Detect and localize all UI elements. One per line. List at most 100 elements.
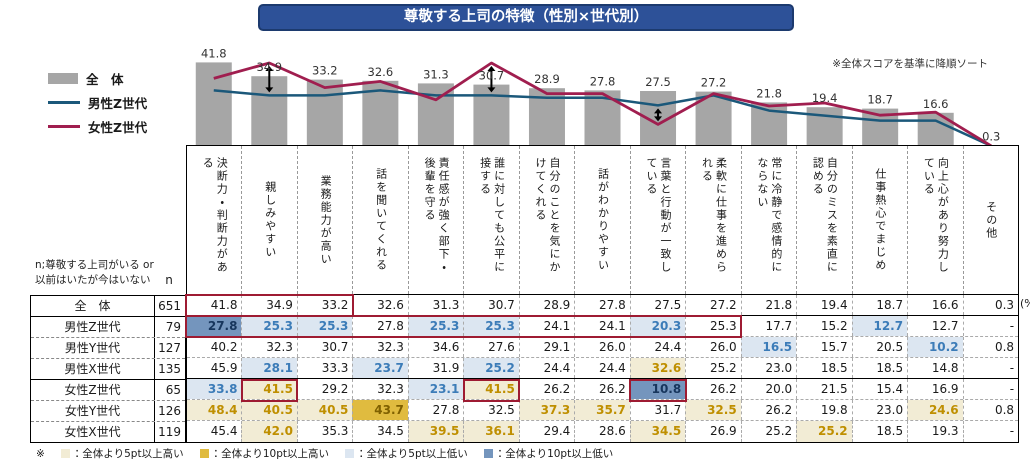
bar-value-label: 30.7 <box>479 69 505 83</box>
cell: 32.3 <box>241 337 296 358</box>
cell: 42.0 <box>241 421 297 443</box>
female-z-line <box>213 61 992 146</box>
cell: 0.8 <box>962 337 1018 358</box>
row-label-row: 全 体 651 <box>31 296 185 318</box>
male-z-line <box>213 89 992 146</box>
cell: 41.8 <box>210 298 238 312</box>
column-header-label: 自分のことを気にかけてくれる <box>534 157 562 274</box>
cell: 18.7 <box>851 295 907 316</box>
cell: 27.8 <box>352 316 407 337</box>
cell: 17.7 <box>740 316 796 337</box>
cell: 19.8 <box>796 400 851 421</box>
table-data-grid: 41.8 34.9 33.2 32.6 31.3 30.7 28.9 27.8 27.5 27.2… <box>186 295 1019 443</box>
cell: 25.3 <box>296 316 353 337</box>
low10-label: ：全体より10pt以上低い <box>494 448 614 460</box>
table-row: 27.8 25.3 25.3 27.8 25.3 25.3 24.1 24.1 20.3 25.3… <box>187 316 1018 338</box>
highlight-legend: ※ ：全体より5pt以上高い ：全体より10pt以上高い ：全体より5pt以上低… <box>36 446 613 461</box>
cell: 19.3 <box>907 421 962 443</box>
bar-value-label: 27.8 <box>590 74 616 88</box>
table-row: 45.9 28.1 33.3 23.7 31.9 25.2 24.4 24.4 32.6 25.2… <box>187 358 1018 380</box>
legend-label-male-z: 男性Z世代 <box>88 95 148 111</box>
cell: 29.2 <box>296 379 352 400</box>
cell: 34.9 <box>241 295 296 316</box>
sample-definition-line1: n;尊敬する上司がいる or <box>35 259 154 271</box>
row-label: 男性X世代 <box>31 359 155 380</box>
cell: 28.9 <box>518 295 574 316</box>
bar-value-label: 27.2 <box>701 76 727 90</box>
significance-arrow-icon <box>265 66 274 93</box>
column-header-label: 話を聞いてくれる <box>374 168 388 272</box>
bar <box>473 84 510 146</box>
cell: 43.7 <box>352 400 408 421</box>
high10-swatch-icon <box>199 449 209 458</box>
row-label-row: 男性Y世代 127 <box>31 338 185 360</box>
row-label-row: 女性Y世代 126 <box>31 401 185 423</box>
significance-arrow-icon <box>654 108 663 122</box>
cell: 26.2 <box>685 379 740 400</box>
row-label: 女性X世代 <box>31 422 155 444</box>
cell: 27.8 <box>187 316 242 337</box>
cell: 32.5 <box>463 400 518 421</box>
low5-swatch-icon <box>345 449 355 458</box>
bar-value-label: 0.3 <box>982 129 1000 143</box>
cell: 24.1 <box>518 316 574 337</box>
column-header-3: 業務能力が高い <box>296 146 352 294</box>
bar-value-label: 32.6 <box>368 65 394 79</box>
sample-definition-line2: 以前はいたが今はいない <box>35 274 151 286</box>
row-label-row: 男性X世代 135 <box>31 359 185 381</box>
bar-line-chart: 41.8 34.9 33.2 32.6 31.3 30.7 28.9 27.8 27.5 27.2… <box>195 46 1010 146</box>
column-header-11: 常に冷静で感情的にならない <box>740 146 796 294</box>
table-row-labels: 全 体 651 男性Z世代 79 男性Y世代 127 男性X世代 135 女性Z世代 65 女性Y世… <box>30 295 186 444</box>
cell: 20.3 <box>629 316 686 337</box>
highlight-legend-item-h5: ：全体より5pt以上高い <box>60 446 184 461</box>
cell: 26.2 <box>740 400 796 421</box>
bar <box>806 107 843 146</box>
cell: 34.5 <box>352 421 407 443</box>
table-row: 33.8 41.5 29.2 32.3 23.1 41.5 26.2 26.2 10.8 26.2… <box>187 379 1018 401</box>
cell: 25.2 <box>685 358 740 379</box>
cell: - <box>962 379 1018 400</box>
cell: 21.8 <box>740 295 796 316</box>
cell: 16.5 <box>740 337 797 358</box>
cell: 32.3 <box>352 379 407 400</box>
column-header-label: 業務能力が高い <box>319 174 333 266</box>
cell: 0.8 <box>962 400 1018 421</box>
cell: 31.3 <box>407 295 463 316</box>
cell: 10.8 <box>629 379 686 400</box>
cell: 39.5 <box>407 421 464 443</box>
cell: 24.1 <box>574 316 629 337</box>
column-header-15: その他 <box>962 146 1018 294</box>
column-header-label: その他 <box>984 200 998 240</box>
cell: 26.9 <box>685 421 740 443</box>
cell: 15.2 <box>796 316 851 337</box>
cell: 26.0 <box>574 337 629 358</box>
highlight-legend-item-l10: ：全体より10pt以上低い <box>483 446 614 461</box>
column-header-label: 親しみやすい <box>263 181 277 259</box>
cell: 40.5 <box>296 400 353 421</box>
table-row: 48.4 40.5 40.5 43.7 27.8 32.5 37.3 35.7 31.7 32.5… <box>187 400 1018 422</box>
column-header-14: 向上心があり努力している <box>907 146 962 294</box>
cell: 34.6 <box>407 337 463 358</box>
cell: 34.5 <box>629 421 686 443</box>
percent-unit-label: (%) <box>1020 297 1030 310</box>
row-label-row: 男性Z世代 79 <box>31 317 185 339</box>
female-z-line-swatch-icon <box>48 124 80 128</box>
cell: 21.5 <box>796 379 851 400</box>
cell: 35.3 <box>296 421 352 443</box>
column-header-8: 話がわかりやすい <box>574 146 629 294</box>
cell: 20.0 <box>740 379 796 400</box>
column-header-label: 自分のミスを素直に認める <box>811 157 839 274</box>
cell: 30.7 <box>463 295 518 316</box>
column-header-label: 決断力・判断力がある <box>201 157 229 274</box>
cell: 33.2 <box>296 295 352 316</box>
cell: 24.4 <box>574 358 629 379</box>
bar-value-label: 28.9 <box>534 72 560 86</box>
column-header-9: 言葉と行動が一致している <box>629 146 685 294</box>
column-header-7: 自分のことを気にかけてくれる <box>518 146 574 294</box>
row-label: 女性Y世代 <box>31 401 155 422</box>
row-n-value: 135 <box>158 362 181 377</box>
cell: 25.3 <box>685 316 740 337</box>
column-header-12: 自分のミスを素直に認める <box>796 146 851 294</box>
column-header-label: 仕事熱心でまじめ <box>873 168 887 272</box>
cell: 45.4 <box>210 424 238 439</box>
